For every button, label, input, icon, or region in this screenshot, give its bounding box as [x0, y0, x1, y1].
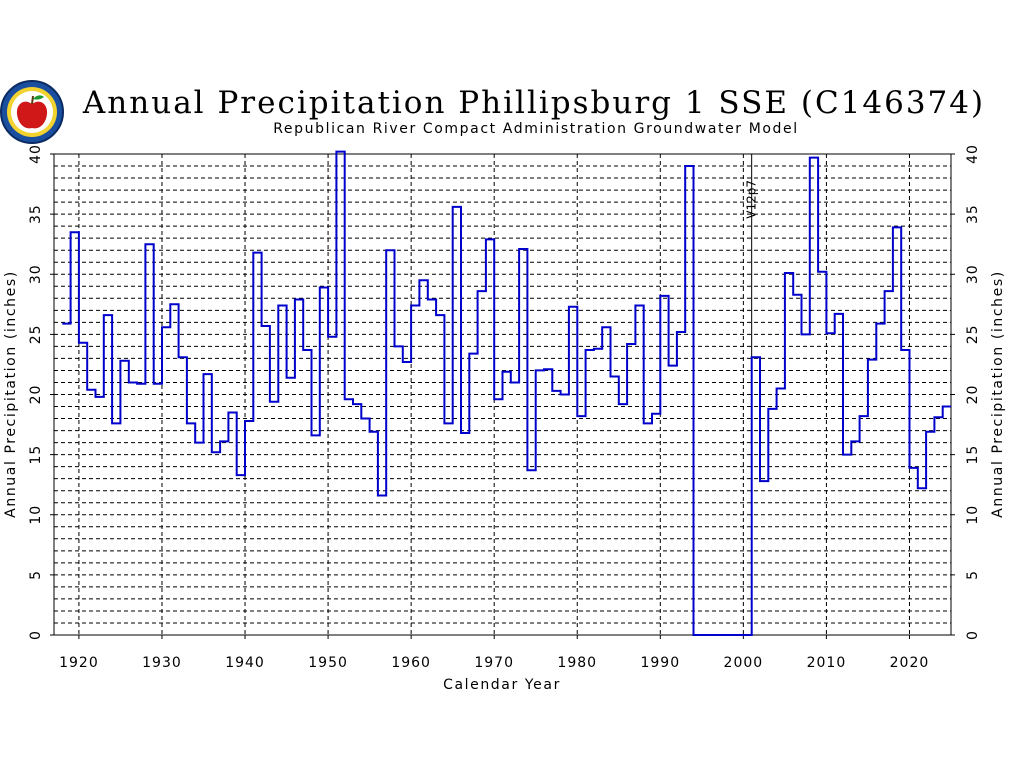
series-layer — [62, 150, 951, 636]
y-tick-label-left: 40 — [28, 144, 44, 164]
y-tick-label-left: 35 — [28, 204, 44, 224]
y-tick-label-right: 15 — [965, 445, 981, 465]
y-tick-label-left: 5 — [28, 570, 44, 580]
y-tick-label-right: 30 — [965, 264, 981, 284]
x-tick-label: 1970 — [474, 655, 514, 671]
chart-subtitle: Republican River Compact Administration … — [273, 121, 799, 137]
x-tick-label: 1930 — [142, 655, 182, 671]
x-tick-label: 2010 — [807, 655, 847, 671]
x-tick-label: 1990 — [640, 655, 680, 671]
precipitation-series-line — [62, 150, 951, 636]
logo-icon — [0, 80, 64, 144]
y-tick-label-left: 10 — [28, 505, 44, 525]
y-tick-label-right: 35 — [965, 204, 981, 224]
chart-title: Annual Precipitation Phillipsburg 1 SSE … — [82, 85, 985, 121]
x-tick-label: 1950 — [308, 655, 348, 671]
annotation-label: V12p7 — [745, 180, 759, 219]
y-tick-label-left: 25 — [28, 324, 44, 344]
x-tick-label: 1920 — [59, 655, 99, 671]
y-tick-label-left: 15 — [28, 445, 44, 465]
x-tick-label: 1960 — [391, 655, 431, 671]
y-tick-label-left: 0 — [28, 630, 44, 640]
x-axis-label: Calendar Year — [443, 677, 561, 693]
y-tick-label-left: 30 — [28, 264, 44, 284]
y-tick-label-left: 20 — [28, 385, 44, 405]
y-tick-label-right: 25 — [965, 324, 981, 344]
y-axis-label-right: Annual Precipitation (inches) — [990, 270, 1006, 518]
y-tick-label-right: 5 — [965, 570, 981, 580]
x-tick-label: 1940 — [225, 655, 265, 671]
y-tick-label-right: 10 — [965, 505, 981, 525]
y-tick-label-right: 20 — [965, 385, 981, 405]
y-axis-label-left: Annual Precipitation (inches) — [3, 270, 19, 518]
y-tick-label-right: 40 — [965, 144, 981, 164]
x-tick-label: 2020 — [890, 655, 930, 671]
x-tick-label: 1980 — [557, 655, 597, 671]
x-tick-label: 2000 — [724, 655, 764, 671]
y-tick-label-right: 0 — [965, 630, 981, 640]
